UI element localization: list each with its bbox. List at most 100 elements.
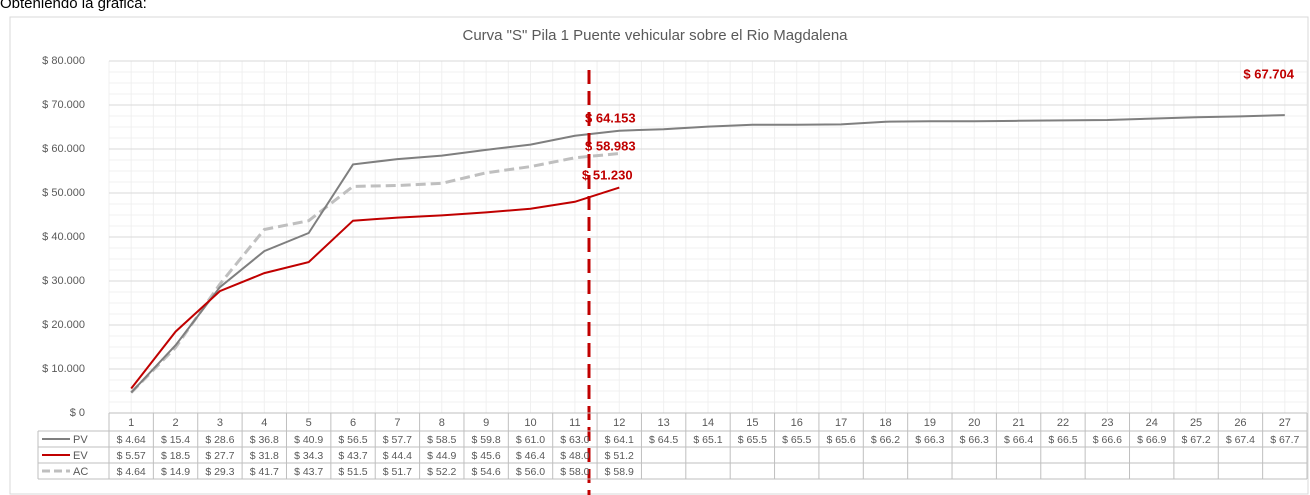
y-tick-label: $ 0 — [70, 407, 85, 419]
table-value: $ 4.64 — [117, 466, 146, 478]
x-tick-label: 13 — [658, 417, 670, 429]
table-value: $ 56.0 — [516, 466, 545, 478]
x-tick-label: 4 — [261, 417, 267, 429]
table-value: $ 61.0 — [516, 434, 545, 446]
x-tick-label: 18 — [879, 417, 891, 429]
x-tick-label: 20 — [968, 417, 980, 429]
y-tick-label: $ 20.000 — [42, 319, 85, 331]
table-value: $ 66.6 — [1093, 434, 1122, 446]
x-tick-label: 19 — [924, 417, 936, 429]
x-tick-label: 14 — [702, 417, 714, 429]
table-value: $ 29.3 — [205, 466, 234, 478]
table-value: $ 66.9 — [1137, 434, 1166, 446]
page-title: Obteniendo la gráfica: — [0, 0, 147, 12]
table-value: $ 44.4 — [383, 450, 412, 462]
series-line — [130, 186, 620, 390]
table-value: $ 65.1 — [693, 434, 722, 446]
y-tick-label: $ 60.000 — [42, 143, 85, 155]
table-value: $ 63.0 — [560, 434, 589, 446]
y-tick-label: $ 30.000 — [42, 275, 85, 287]
table-value: $ 58.0 — [560, 466, 589, 478]
x-tick-label: 11 — [569, 417, 580, 429]
table-value: $ 18.5 — [161, 450, 190, 462]
x-tick-label: 7 — [394, 417, 400, 429]
table-value: $ 28.6 — [205, 434, 234, 446]
x-tick-label: 12 — [613, 417, 625, 429]
table-value: $ 46.4 — [516, 450, 545, 462]
table-value: $ 66.3 — [960, 434, 989, 446]
table-value: $ 14.9 — [161, 466, 190, 478]
x-tick-label: 2 — [172, 417, 178, 429]
y-tick-label: $ 70.000 — [42, 99, 85, 111]
table-value: $ 58.5 — [427, 434, 456, 446]
x-tick-label: 9 — [483, 417, 489, 429]
table-value: $ 65.6 — [827, 434, 856, 446]
table-value: $ 65.5 — [782, 434, 811, 446]
table-value: $ 41.7 — [250, 466, 279, 478]
table-value: $ 67.4 — [1226, 434, 1255, 446]
table-value: $ 43.7 — [294, 466, 323, 478]
table-value: $ 48.0 — [560, 450, 589, 462]
table-value: $ 45.6 — [472, 450, 501, 462]
x-tick-label: 24 — [1146, 417, 1158, 429]
series-line — [130, 152, 620, 394]
annotation: $ 51.230 — [582, 167, 633, 182]
table-value: $ 27.7 — [205, 450, 234, 462]
table-value: $ 64.1 — [605, 434, 634, 446]
x-tick-label: 17 — [835, 417, 847, 429]
table-value: $ 67.7 — [1270, 434, 1299, 446]
chart-frame — [9, 16, 1309, 495]
table-value: $ 52.2 — [427, 466, 456, 478]
x-tick-label: 25 — [1190, 417, 1202, 429]
legend-label: AC — [73, 466, 88, 478]
x-tick-label: 21 — [1012, 417, 1024, 429]
table-value: $ 43.7 — [338, 450, 367, 462]
table-value: $ 51.7 — [383, 466, 412, 478]
table-value: $ 34.3 — [294, 450, 323, 462]
x-tick-label: 15 — [746, 417, 758, 429]
table-value: $ 66.2 — [871, 434, 900, 446]
x-tick-label: 5 — [306, 417, 312, 429]
legend-label: EV — [73, 450, 88, 462]
table-value: $ 65.5 — [738, 434, 767, 446]
x-tick-label: 6 — [350, 417, 356, 429]
series-line — [130, 114, 1285, 394]
table-value: $ 59.8 — [472, 434, 501, 446]
x-tick-label: 1 — [128, 417, 134, 429]
table-value: $ 5.57 — [117, 450, 146, 462]
x-tick-label: 27 — [1279, 417, 1291, 429]
x-tick-label: 3 — [217, 417, 223, 429]
chart-title: Curva "S" Pila 1 Puente vehicular sobre … — [462, 27, 848, 44]
table-value: $ 64.5 — [649, 434, 678, 446]
table-value: $ 51.5 — [338, 466, 367, 478]
annotation: $ 67.704 — [1243, 66, 1294, 81]
table-value: $ 66.3 — [915, 434, 944, 446]
table-value: $ 4.64 — [117, 434, 146, 446]
table-value: $ 15.4 — [161, 434, 190, 446]
y-tick-label: $ 10.000 — [42, 363, 85, 375]
table-value: $ 51.2 — [605, 450, 634, 462]
table-value: $ 58.9 — [605, 466, 634, 478]
annotation: $ 58.983 — [585, 138, 636, 153]
x-tick-label: 10 — [524, 417, 536, 429]
x-tick-label: 23 — [1101, 417, 1113, 429]
table-value: $ 56.5 — [338, 434, 367, 446]
table-value: $ 31.8 — [250, 450, 279, 462]
table-value: $ 44.9 — [427, 450, 456, 462]
x-tick-label: 16 — [791, 417, 803, 429]
x-tick-label: 22 — [1057, 417, 1069, 429]
table-value: $ 67.2 — [1181, 434, 1210, 446]
table-value: $ 57.7 — [383, 434, 412, 446]
table-value: $ 40.9 — [294, 434, 323, 446]
y-tick-label: $ 40.000 — [42, 231, 85, 243]
x-tick-label: 8 — [439, 417, 445, 429]
table-value: $ 36.8 — [250, 434, 279, 446]
table-value: $ 66.5 — [1048, 434, 1077, 446]
legend-label: PV — [73, 434, 88, 446]
table-value: $ 66.4 — [1004, 434, 1033, 446]
annotation: $ 64.153 — [585, 110, 636, 125]
table-value: $ 54.6 — [472, 466, 501, 478]
y-tick-label: $ 50.000 — [42, 187, 85, 199]
x-tick-label: 26 — [1234, 417, 1246, 429]
